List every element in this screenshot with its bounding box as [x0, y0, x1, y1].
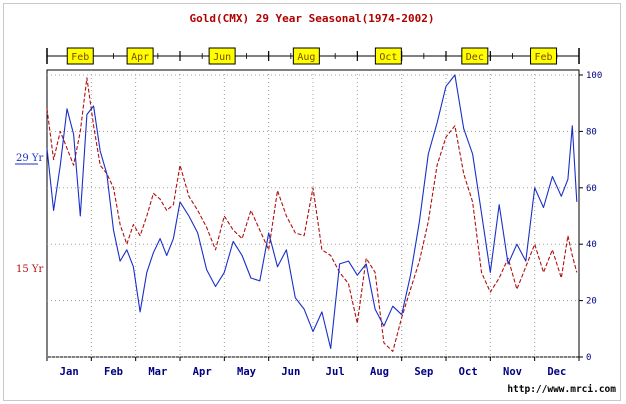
timeline-month-box [208, 47, 236, 65]
y-tick-label: 20 [586, 297, 597, 307]
series-29yr-line [46, 74, 578, 350]
x-month-label: Aug [370, 366, 389, 378]
y-tick-label: 0 [586, 353, 591, 363]
top-month-timeline: Feb Apr Jun Aug Oct Dec Feb [46, 47, 580, 65]
timeline-month-box [126, 47, 154, 65]
series-15yr-line [46, 77, 578, 352]
y-tick-label: 40 [586, 240, 597, 250]
timeline-month-label: Oct [379, 52, 397, 63]
x-month-label: Nov [503, 366, 522, 378]
seasonal-chart: Gold(CMX) 29 Year Seasonal(1974-2002) Fe… [15, 12, 616, 395]
x-month-label: May [237, 366, 257, 378]
plot-area: 0 20 40 60 80 100 Jan Feb Mar Apr May Jun Jul Aug Sep… [46, 69, 602, 378]
y-axis: 0 20 40 60 80 100 [579, 71, 602, 363]
chart-title: Gold(CMX) 29 Year Seasonal(1974-2002) [189, 12, 434, 25]
x-month-label: Sep [414, 366, 433, 378]
source-url: http://www.mrci.com [507, 384, 616, 395]
timeline-month-box [292, 47, 320, 65]
timeline-month-box [66, 47, 94, 65]
x-month-label: Apr [193, 366, 212, 378]
timeline-month-box [530, 47, 558, 65]
timeline-month-box [374, 47, 402, 65]
timeline-month-label: Dec [466, 52, 484, 63]
x-month-label: Jun [281, 366, 300, 378]
x-month-label: Jan [60, 366, 79, 378]
x-month-label: Jul [326, 366, 345, 378]
y-tick-label: 60 [586, 184, 597, 194]
timeline-month-label: Feb [71, 52, 89, 63]
series-label-15yr: 15 Yr [16, 264, 44, 275]
x-month-label: Dec [547, 366, 566, 378]
timeline-month-label: Jun [213, 52, 231, 63]
series-label-29yr: 29 Yr [16, 153, 44, 164]
chart-frame: Gold(CMX) 29 Year Seasonal(1974-2002) Fe… [3, 3, 621, 401]
series-lines [46, 74, 578, 352]
y-tick-label: 80 [586, 127, 597, 137]
timeline-month-label: Aug [297, 52, 315, 63]
timeline-month-label: Feb [535, 52, 553, 63]
plot-border [46, 69, 580, 358]
x-month-label: Mar [148, 366, 167, 378]
x-month-label: Oct [459, 366, 478, 378]
timeline-month-box [461, 47, 489, 65]
y-tick-label: 100 [586, 71, 602, 81]
timeline-month-label: Apr [131, 52, 149, 63]
x-month-label: Feb [104, 366, 123, 378]
x-axis: Jan Feb Mar Apr May Jun Jul Aug Sep Oct Nov Dec [46, 357, 580, 378]
